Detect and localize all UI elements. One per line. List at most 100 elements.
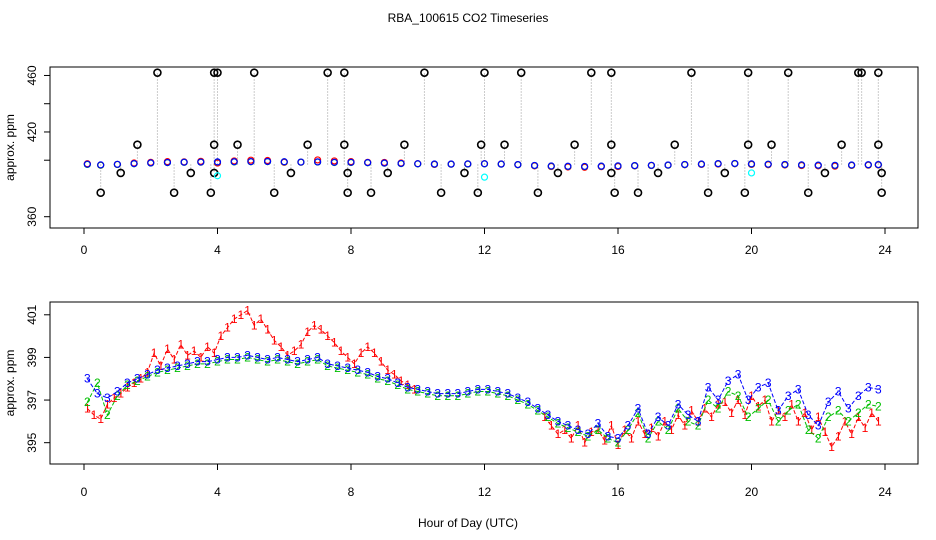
marker-series-1: 1 xyxy=(238,308,245,322)
x-tick-label: 8 xyxy=(348,485,355,499)
marker-series-2: 2 xyxy=(545,410,552,424)
marker-series-1: 1 xyxy=(157,359,164,373)
marker-series-3: 3 xyxy=(174,359,181,373)
y-axis-title: approx. ppm xyxy=(3,114,17,181)
point-series-outlier-low xyxy=(703,188,713,197)
marker-series-2: 2 xyxy=(525,397,532,411)
point-series-outlier-mid xyxy=(303,140,312,149)
point-series-outlier-low xyxy=(610,188,619,197)
marker-series-2: 2 xyxy=(685,414,692,428)
marker-series-2: 2 xyxy=(134,374,141,388)
marker-series-3: 3 xyxy=(184,357,191,371)
marker-series-3: 3 xyxy=(314,350,321,364)
marker-series-1: 1 xyxy=(404,378,411,392)
line-series-3 xyxy=(86,354,879,439)
marker-series-2: 2 xyxy=(314,353,321,367)
point-series-outlier-mid xyxy=(570,140,579,149)
marker-series-2: 2 xyxy=(595,423,602,437)
marker-series-1: 1 xyxy=(197,350,204,364)
marker-series-3: 3 xyxy=(665,419,672,433)
marker-series-2: 2 xyxy=(444,389,451,403)
point-series-outlier-misc xyxy=(286,168,296,178)
marker-series-2: 2 xyxy=(725,385,732,399)
marker-series-2: 2 xyxy=(565,421,572,435)
point-series-3 xyxy=(414,160,422,168)
marker-series-1b: 1 xyxy=(541,410,548,424)
marker-series-2: 2 xyxy=(464,387,471,401)
marker-series-2: 2 xyxy=(84,395,91,409)
marker-series-2: 2 xyxy=(645,431,652,445)
marker-series-2: 2 xyxy=(184,359,191,373)
point-series-3 xyxy=(197,158,205,166)
marker-series-1: 1 xyxy=(304,325,311,339)
marker-series-2: 2 xyxy=(535,404,542,418)
y-tick-label: 460 xyxy=(25,65,39,85)
marker-series-1b: 1 xyxy=(555,427,562,441)
point-series-outlier-low xyxy=(877,188,886,197)
point-series-3 xyxy=(814,161,822,169)
point-series-outlier-mid xyxy=(400,140,409,149)
point-series-3 xyxy=(97,161,105,169)
marker-series-2: 2 xyxy=(495,387,502,401)
point-series-outlier-low xyxy=(803,188,813,197)
marker-series-1b: 1 xyxy=(688,404,695,418)
marker-series-1b: 1 xyxy=(608,419,615,433)
marker-series-1: 1 xyxy=(217,329,224,343)
marker-series-3: 3 xyxy=(855,389,862,403)
marker-series-3: 3 xyxy=(545,408,552,422)
x-tick-label: 16 xyxy=(611,243,625,257)
marker-series-3: 3 xyxy=(685,408,692,422)
marker-series-1b: 1 xyxy=(668,423,675,437)
point-series-cyan xyxy=(213,172,222,180)
marker-series-3: 3 xyxy=(274,350,281,364)
point-series-outlier-high xyxy=(783,68,793,77)
marker-series-1b: 1 xyxy=(641,427,648,441)
marker-series-3: 3 xyxy=(214,353,221,367)
marker-series-3: 3 xyxy=(424,385,431,399)
point-series-outlier-mid xyxy=(233,140,242,149)
point-series-outlier-mid xyxy=(209,140,219,149)
point-series-3 xyxy=(330,158,338,166)
point-series-outlier-high xyxy=(743,68,753,77)
marker-series-2: 2 xyxy=(304,355,311,369)
marker-series-3: 3 xyxy=(434,387,441,401)
marker-series-1b: 1 xyxy=(695,414,702,428)
marker-series-2: 2 xyxy=(244,350,251,364)
point-series-3 xyxy=(631,161,639,170)
marker-series-1: 1 xyxy=(258,312,265,326)
marker-series-3: 3 xyxy=(735,367,742,381)
marker-series-3: 3 xyxy=(835,385,842,399)
point-series-outlier-low xyxy=(343,188,352,197)
marker-series-1b: 1 xyxy=(808,423,815,437)
marker-series-3: 3 xyxy=(364,365,371,379)
marker-series-3: 3 xyxy=(795,382,802,396)
marker-series-1: 1 xyxy=(171,353,178,367)
marker-series-3: 3 xyxy=(334,359,341,373)
marker-series-2: 2 xyxy=(474,385,481,399)
marker-series-1: 1 xyxy=(84,402,91,416)
point-series-3 xyxy=(581,162,589,171)
point-series-outlier-mid xyxy=(670,140,680,149)
marker-series-1: 1 xyxy=(111,391,118,405)
marker-series-2: 2 xyxy=(765,393,772,407)
marker-series-2: 2 xyxy=(254,353,261,367)
y-tick-label: 399 xyxy=(25,347,39,367)
marker-series-1b: 1 xyxy=(828,440,835,454)
marker-series-2: 2 xyxy=(114,389,121,403)
marker-series-2: 2 xyxy=(555,417,562,431)
point-series-3 xyxy=(130,160,138,168)
marker-series-3: 3 xyxy=(344,361,351,375)
point-series-3 xyxy=(647,161,655,169)
marker-series-1: 1 xyxy=(131,376,138,390)
marker-series-2: 2 xyxy=(805,423,812,437)
point-series-3 xyxy=(714,160,722,168)
marker-series-1: 1 xyxy=(137,372,144,386)
marker-series-3: 3 xyxy=(134,372,141,386)
point-series-outlier-misc xyxy=(607,168,616,178)
marker-series-2: 2 xyxy=(334,361,341,375)
line-series-1 xyxy=(86,309,415,420)
marker-series-2: 2 xyxy=(615,436,622,450)
point-series-outlier-low xyxy=(740,188,750,197)
marker-series-1: 1 xyxy=(124,380,131,394)
